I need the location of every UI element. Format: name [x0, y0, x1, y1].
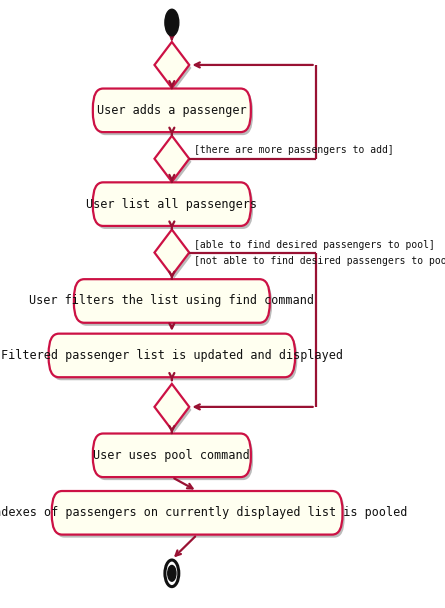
- Circle shape: [165, 9, 179, 36]
- Text: User filters the list using find command: User filters the list using find command: [29, 294, 314, 308]
- Text: [not able to find desired passengers to pool]: [not able to find desired passengers to …: [194, 255, 445, 266]
- FancyBboxPatch shape: [93, 89, 251, 132]
- Text: User uses pool command: User uses pool command: [93, 449, 250, 462]
- Polygon shape: [157, 139, 191, 185]
- FancyBboxPatch shape: [76, 282, 272, 326]
- FancyBboxPatch shape: [93, 182, 251, 226]
- Polygon shape: [157, 45, 191, 91]
- Polygon shape: [157, 387, 191, 433]
- Text: [able to find desired passengers to pool]: [able to find desired passengers to pool…: [194, 240, 435, 249]
- Circle shape: [168, 565, 176, 581]
- FancyBboxPatch shape: [95, 437, 253, 480]
- Text: User list all passengers: User list all passengers: [86, 198, 257, 210]
- FancyBboxPatch shape: [95, 185, 253, 229]
- Polygon shape: [154, 42, 189, 88]
- Polygon shape: [157, 233, 191, 278]
- Text: Indexes of passengers on currently displayed list is pooled: Indexes of passengers on currently displ…: [0, 506, 407, 519]
- Text: User adds a passenger: User adds a passenger: [97, 104, 247, 117]
- FancyBboxPatch shape: [49, 334, 295, 377]
- FancyBboxPatch shape: [52, 491, 343, 534]
- FancyBboxPatch shape: [74, 279, 270, 323]
- Polygon shape: [154, 136, 189, 182]
- Text: Filtered passenger list is updated and displayed: Filtered passenger list is updated and d…: [1, 349, 343, 362]
- FancyBboxPatch shape: [51, 337, 297, 380]
- Polygon shape: [154, 384, 189, 430]
- FancyBboxPatch shape: [95, 92, 253, 135]
- Text: [there are more passengers to add]: [there are more passengers to add]: [194, 145, 394, 155]
- FancyBboxPatch shape: [54, 494, 345, 537]
- Polygon shape: [154, 230, 189, 275]
- FancyBboxPatch shape: [93, 434, 251, 477]
